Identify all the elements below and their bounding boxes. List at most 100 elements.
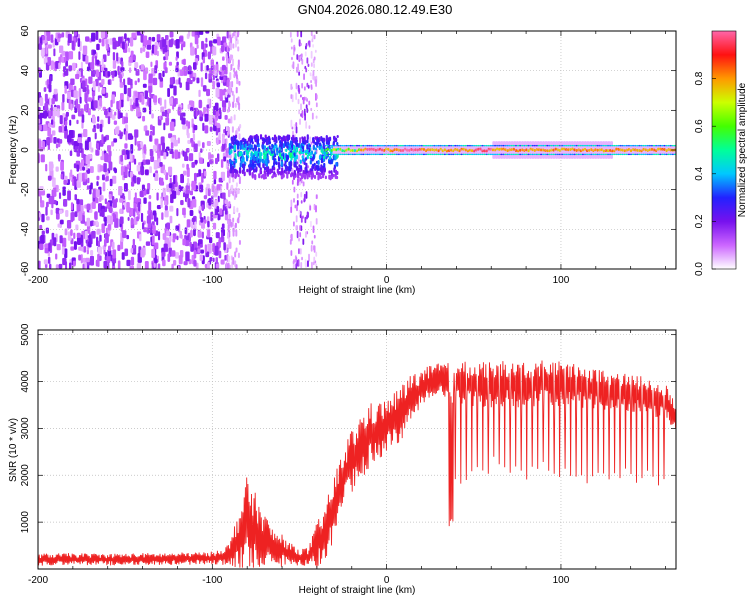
spectrogram-cell (299, 232, 302, 238)
spectrogram-cell (368, 147, 371, 151)
spectrogram-y-tick-label: 0 (20, 147, 31, 153)
spectrogram-cell (519, 153, 522, 156)
spectrogram-cell (124, 248, 129, 257)
spectrogram-cell (341, 149, 344, 153)
spectrogram-cell (146, 39, 152, 46)
spectrogram-cell (473, 144, 476, 147)
spectrogram-cell (275, 144, 278, 149)
spectrogram-cell (531, 148, 534, 152)
spectrogram-cell (296, 172, 299, 178)
spectrogram-cell (537, 148, 541, 152)
spectrogram-cell (142, 115, 146, 122)
spectrogram-cell (297, 63, 299, 70)
spectrogram-cell (378, 153, 382, 156)
spectrogram-cell (159, 77, 164, 82)
colorbar-tick-label: 0.2 (694, 214, 705, 228)
spectrogram-cell (86, 249, 89, 255)
spectrogram-cell (264, 134, 267, 139)
spectrogram-cell (249, 144, 252, 149)
spectrogram-cell (92, 116, 96, 124)
spectrogram-cell (140, 249, 145, 258)
spectrogram-cell (96, 236, 99, 247)
spectrogram-cell (512, 147, 515, 151)
spectrogram-cell (62, 93, 65, 103)
spectrogram-cell (191, 217, 196, 223)
spectrogram-cell (477, 147, 480, 151)
spectrogram-cell (245, 156, 249, 162)
spectrogram-cell (46, 31, 51, 41)
spectrogram-cell (291, 86, 293, 90)
spectrogram-cell (207, 261, 210, 269)
spectrogram-cell (333, 136, 336, 142)
spectrogram-cell (193, 228, 196, 237)
spectrogram-cell (313, 162, 316, 166)
spectrogram-cell (523, 144, 526, 147)
spectrogram-cell (71, 40, 75, 50)
spectrogram-cell (121, 149, 126, 156)
spectrogram-cell (243, 140, 247, 145)
spectrogram-cell (232, 177, 235, 183)
spectrogram-cell (315, 164, 319, 171)
spectrogram-cell (306, 214, 308, 220)
spectrogram-cell (99, 234, 102, 242)
spectrogram-cell (235, 229, 238, 237)
spectrogram-cell (140, 64, 145, 70)
spectrogram-cell (128, 190, 131, 201)
spectrogram-cell (254, 163, 257, 168)
spectrogram-cell (49, 263, 52, 269)
spectrogram-cell (163, 152, 167, 160)
spectrogram-cell (39, 112, 45, 119)
snr-x-tick-label: -100 (202, 575, 222, 586)
snr-y-tick-label: 1000 (20, 511, 31, 534)
spectrogram-cell (414, 144, 417, 147)
spectrogram-cell (193, 62, 197, 70)
spectrogram-cell (156, 217, 159, 226)
spectrogram-cell (108, 161, 113, 171)
spectrogram-cell (78, 211, 83, 221)
spectrogram-cell (137, 77, 140, 83)
spectrogram-cell (91, 230, 96, 239)
spectrogram-cell (87, 108, 91, 116)
spectrogram-cell (85, 55, 89, 65)
spectrogram-cell (617, 147, 620, 151)
spectrogram-cell (306, 57, 309, 64)
spectrogram-cell (123, 183, 128, 192)
spectrogram-cell (305, 231, 307, 238)
spectrogram-cell (209, 257, 213, 262)
spectrogram-cell (271, 137, 274, 141)
spectrogram-cell (73, 176, 76, 186)
spectrogram-cell (225, 152, 228, 158)
spectrogram-cell (220, 40, 224, 46)
spectrogram-cell (309, 72, 312, 77)
spectrogram-cell (600, 148, 603, 152)
spectrogram-cell (539, 144, 543, 147)
spectrogram-cell (177, 151, 181, 159)
spectrogram-cell (162, 233, 167, 241)
spectrogram-cell (315, 115, 318, 119)
spectrogram-cell (435, 148, 438, 152)
spectrogram-cell (347, 144, 350, 147)
spectrogram-cell (237, 96, 240, 102)
spectrogram-cell (252, 163, 255, 167)
spectrogram-cell (450, 148, 453, 152)
spectrogram-cell (230, 116, 233, 124)
spectrogram-cell (650, 153, 654, 156)
spectrogram-cell (311, 112, 314, 120)
spectrogram-cell (374, 148, 377, 152)
spectrogram-cell (128, 56, 133, 63)
spectrogram-cell (63, 125, 68, 132)
spectrogram-cell (191, 198, 197, 208)
spectrogram-cell (552, 153, 555, 156)
spectrogram-cell (185, 185, 190, 194)
spectrogram-cell (184, 227, 187, 235)
spectrogram-cell (198, 169, 202, 177)
spectrogram-cell (63, 198, 68, 207)
spectrogram-cell (454, 148, 457, 152)
spectrogram-cell (317, 174, 320, 181)
spectrogram-cell (306, 82, 309, 88)
spectrogram-cell (215, 157, 218, 165)
spectrogram-cell (50, 119, 54, 125)
spectrogram-cell (372, 144, 375, 147)
spectrogram-cell (117, 260, 121, 269)
spectrogram-cell (275, 139, 278, 144)
